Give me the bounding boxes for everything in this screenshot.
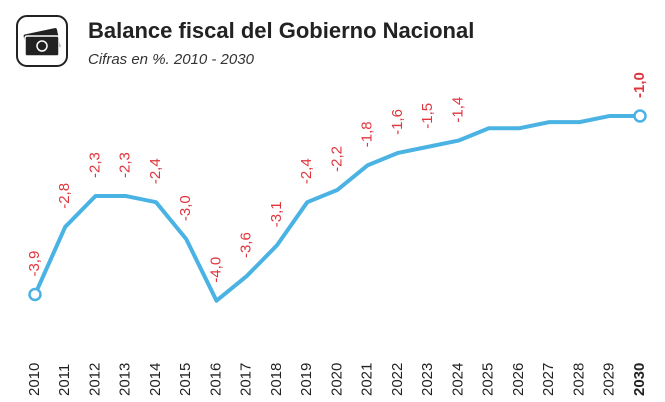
x-tick-label: 2025 xyxy=(480,363,497,396)
x-tick-label: 2010 xyxy=(26,363,43,396)
x-tick-label: 2022 xyxy=(389,363,406,396)
data-label: -2,8 xyxy=(56,183,73,209)
data-label: -1,4 xyxy=(449,97,466,123)
data-label: -3,6 xyxy=(238,232,255,258)
x-tick-label: 2015 xyxy=(177,363,194,396)
data-label: -2,3 xyxy=(86,152,103,178)
x-tick-label: 2021 xyxy=(359,363,376,396)
x-tick-label: 2023 xyxy=(419,363,436,396)
x-tick-label: 2028 xyxy=(570,363,587,396)
end-marker xyxy=(28,287,42,302)
data-label: -2,4 xyxy=(298,158,315,184)
x-tick-label: 2011 xyxy=(56,364,73,396)
end-marker xyxy=(633,109,647,123)
data-label: -4,0 xyxy=(207,257,224,283)
x-tick-label: 2026 xyxy=(510,363,527,396)
x-tick-label: 2018 xyxy=(268,363,285,396)
icon xyxy=(16,15,68,67)
data-label: -3,1 xyxy=(268,201,285,227)
x-tick-label: 2030 xyxy=(631,363,648,396)
x-tick-label: 2019 xyxy=(298,363,315,396)
x-tick-label: 2012 xyxy=(86,363,103,396)
data-label: -2,3 xyxy=(117,152,134,178)
chart-title: Balance fiscal del Gobierno Nacional xyxy=(88,18,474,43)
data-label: -1,5 xyxy=(419,103,436,129)
data-label: -2,4 xyxy=(147,158,164,184)
data-label: -1,6 xyxy=(389,109,406,135)
x-tick-label: 2017 xyxy=(238,363,255,396)
data-label: -1,8 xyxy=(359,121,376,147)
x-tick-label: 2024 xyxy=(449,363,466,396)
x-tick-label: 2020 xyxy=(328,363,345,396)
x-tick-label: 2027 xyxy=(540,363,557,396)
data-label: -1,0 xyxy=(631,72,648,98)
line xyxy=(33,113,640,303)
data-label: -2,2 xyxy=(328,146,345,172)
x-tick-label: 2016 xyxy=(207,363,224,396)
x-tick-label: 2029 xyxy=(601,363,618,396)
x-tick-label: 2014 xyxy=(147,363,164,396)
data-label: -3,0 xyxy=(177,195,194,221)
x-tick-label: 2013 xyxy=(117,363,134,396)
data-label: -3,9 xyxy=(26,251,43,277)
chart-subtitle: Cifras en %. 2010 - 2030 xyxy=(88,51,255,68)
